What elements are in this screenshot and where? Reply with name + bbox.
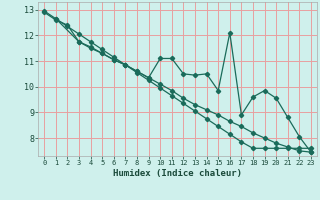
X-axis label: Humidex (Indice chaleur): Humidex (Indice chaleur) [113, 169, 242, 178]
